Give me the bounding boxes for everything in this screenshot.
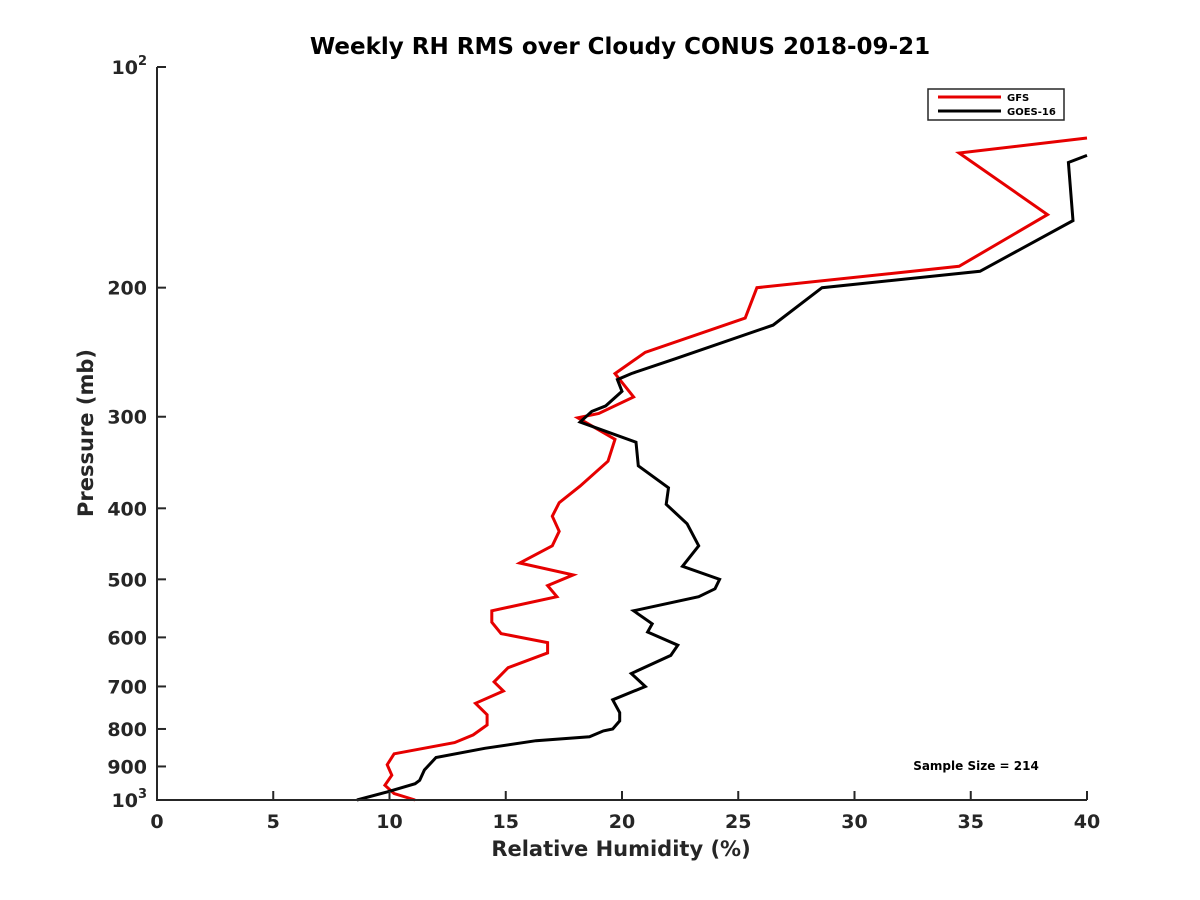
chart-title: Weekly RH RMS over Cloudy CONUS 2018-09-… xyxy=(310,34,930,60)
x-tick-label: 10 xyxy=(376,811,402,833)
x-tick-label: 30 xyxy=(841,811,867,833)
y-axis-label: Pressure (mb) xyxy=(74,349,98,517)
x-tick-label: 25 xyxy=(725,811,751,833)
series-line-gfs xyxy=(382,136,1088,802)
y-tick-label: 500 xyxy=(107,569,147,591)
legend-label-gfs: GFS xyxy=(1007,93,1029,104)
x-ticks: 0 5 10 15 20 25 30 35 40 xyxy=(150,791,1100,833)
plot-lines xyxy=(356,136,1088,802)
y-tick-label: 103 xyxy=(112,787,148,812)
x-tick-label: 15 xyxy=(493,811,519,833)
legend-box xyxy=(927,88,1065,121)
sample-size-note: Sample Size = 214 xyxy=(913,759,1039,773)
y-ticks: 102 200 300 400 500 600 700 800 900 103 xyxy=(107,54,166,812)
y-tick-label: 200 xyxy=(107,278,147,300)
x-axis-label: Relative Humidity (%) xyxy=(491,837,750,861)
legend: GFS GOES-16 xyxy=(927,88,1065,121)
x-tick-label: 20 xyxy=(609,811,635,833)
y-tick-label: 300 xyxy=(107,407,147,429)
x-tick-label: 5 xyxy=(267,811,280,833)
y-tick-label: 400 xyxy=(107,498,147,520)
y-tick-label: 102 xyxy=(112,54,148,79)
y-tick-label: 800 xyxy=(107,719,147,741)
legend-label-goes-16: GOES-16 xyxy=(1007,107,1056,118)
y-tick-label: 600 xyxy=(107,627,147,649)
x-tick-label: 35 xyxy=(958,811,984,833)
y-tick-label: 900 xyxy=(107,756,147,778)
x-tick-label: 40 xyxy=(1074,811,1100,833)
y-tick-label: 700 xyxy=(107,676,147,698)
series-line-goes-16 xyxy=(356,153,1088,802)
x-tick-label: 0 xyxy=(150,811,163,833)
